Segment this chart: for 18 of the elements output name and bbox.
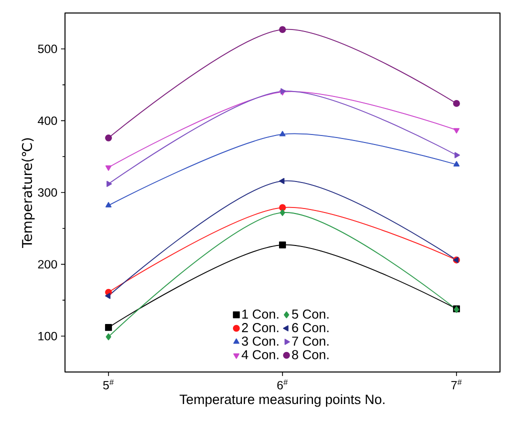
y-axis-title: Temperature(℃): [22, 138, 35, 248]
x-tick-label: 5$^{#}$: [103, 380, 114, 390]
legend-label: 3 Con.: [242, 336, 278, 346]
x-tick-label: 6$^{#}$: [277, 380, 288, 390]
y-tick-label: 500: [38, 44, 58, 54]
legend-label: 8 Con.: [292, 350, 328, 360]
legend-label: 5 Con.: [292, 310, 328, 319]
y-tick-label: 400: [38, 116, 58, 125]
x-tick-label: 7$^{#}$: [451, 380, 462, 390]
y-tick-label: 200: [38, 260, 58, 269]
legend-label: 1 Con.: [242, 310, 278, 319]
legend-label: 2 Con.: [242, 323, 278, 332]
y-tick-label: 100: [38, 332, 58, 340]
x-axis-title: Temperature measuring points No.: [180, 394, 384, 407]
legend-label: 7 Con.: [292, 336, 328, 346]
y-tick-label: 300: [38, 188, 58, 197]
legend-label: 4 Con.: [242, 350, 278, 360]
legend-label: 6 Con.: [292, 323, 328, 332]
